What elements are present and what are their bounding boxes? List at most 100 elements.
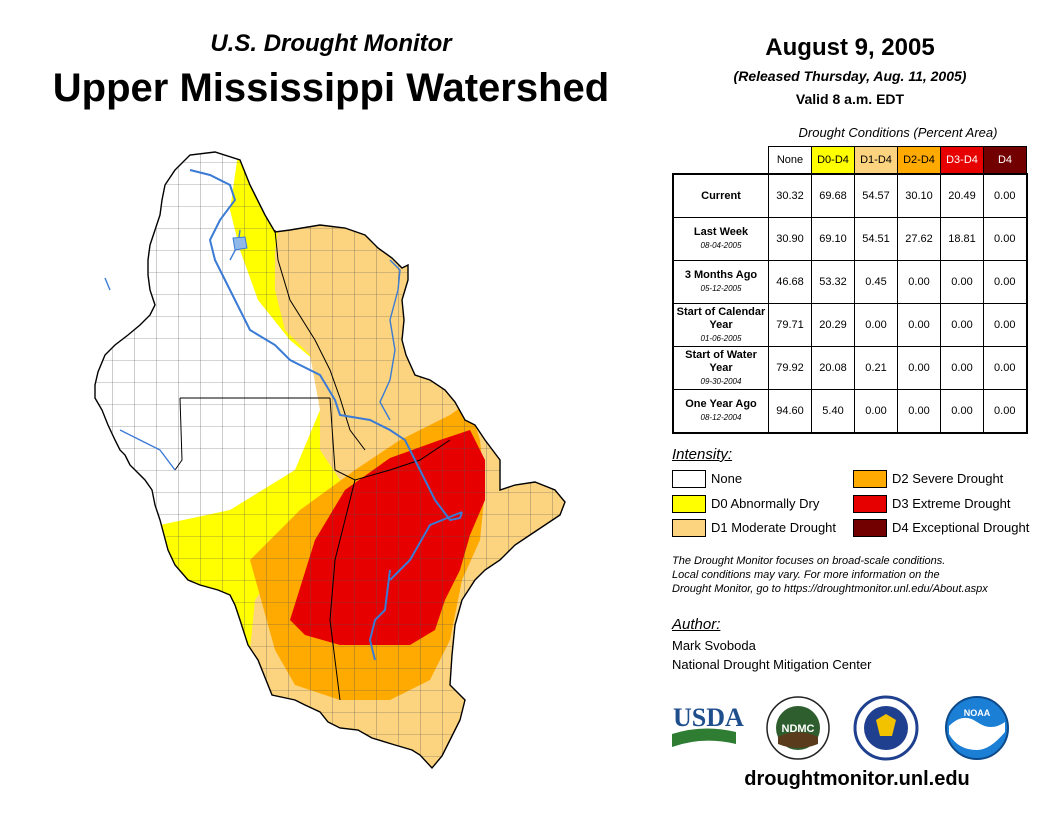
- column-header: D3-D4: [940, 146, 984, 175]
- legend-label: None: [711, 471, 743, 486]
- website-url: droughtmonitor.unl.edu: [744, 768, 970, 790]
- table-corner: [673, 146, 769, 175]
- author-organization: National Drought Mitigation Center: [672, 657, 872, 672]
- table-header-row: None D0-D4 D1-D4 D2-D4 D3-D4 D4: [673, 146, 1027, 175]
- noaa-ring-icon: [945, 696, 1009, 760]
- row-label: Start of Water Year 09-30-2004: [672, 346, 769, 390]
- table-cell: 30.32: [768, 173, 812, 218]
- drought-conditions-table: None D0-D4 D1-D4 D2-D4 D3-D4 D4 Current …: [672, 146, 1028, 434]
- table-cell: 0.00: [940, 260, 984, 304]
- noaa-gull-icon: [949, 717, 1005, 750]
- table-cell: 27.62: [897, 217, 941, 261]
- table-cell: 0.00: [940, 346, 984, 390]
- legend-swatch: [853, 519, 887, 537]
- legend-heading: Intensity:: [672, 446, 733, 463]
- row-date: 05-12-2005: [700, 284, 742, 293]
- lake-itasca: [232, 236, 248, 251]
- table-cell: 69.68: [811, 173, 855, 218]
- usda-logo: USDA: [672, 703, 744, 747]
- usda-logo-text: USDA: [673, 703, 744, 732]
- table-cell: 0.00: [940, 303, 984, 347]
- legend-label: D4 Exceptional Drought: [892, 520, 1030, 535]
- column-header: D1-D4: [854, 146, 898, 175]
- mississippi-river: [189, 169, 463, 661]
- column-header: D2-D4: [897, 146, 941, 175]
- table-cell: 79.92: [768, 346, 812, 390]
- table-cell: 5.40: [811, 389, 855, 434]
- row-label: 3 Months Ago 05-12-2005: [672, 260, 769, 304]
- note-line: Drought Monitor, go to https://droughtmo…: [672, 583, 988, 595]
- table-cell: 69.10: [811, 217, 855, 261]
- legend-label: D3 Extreme Drought: [892, 496, 1011, 511]
- usda-hills-icon: [672, 728, 736, 747]
- commerce-logo: [853, 695, 919, 761]
- row-label-text: 3 Months Ago: [684, 269, 758, 281]
- row-date: 09-30-2004: [700, 376, 742, 386]
- ndmc-soil-icon: [778, 732, 818, 748]
- ndmc-logo: NDMC: [766, 696, 830, 760]
- table-cell: 30.90: [768, 217, 812, 261]
- legend-swatch: [672, 519, 706, 537]
- table-caption: Drought Conditions (Percent Area): [798, 125, 998, 140]
- legend-label: D2 Severe Drought: [892, 471, 1004, 486]
- column-header: D0-D4: [811, 146, 855, 175]
- row-label-text: Current: [701, 189, 741, 202]
- table-cell: 20.29: [811, 303, 855, 347]
- row-label-text: Last Week: [693, 226, 749, 238]
- table-cell: 20.49: [940, 173, 984, 218]
- note-line: Local conditions may vary. For more info…: [672, 569, 940, 581]
- drought-map: [94, 151, 566, 770]
- legend-swatch: [672, 470, 706, 488]
- table-cell: 30.10: [897, 173, 941, 218]
- table-cell: 0.00: [940, 389, 984, 434]
- column-header: D4: [983, 146, 1027, 175]
- map-date: August 9, 2005: [765, 34, 935, 61]
- table-cell: 0.00: [897, 260, 941, 304]
- note-line: The Drought Monitor focuses on broad-sca…: [672, 555, 946, 567]
- table-cell: 0.00: [854, 389, 898, 434]
- table-cell: 20.08: [811, 346, 855, 390]
- row-label-text: One Year Ago: [685, 398, 757, 410]
- valid-time: Valid 8 a.m. EDT: [795, 91, 905, 107]
- table-cell: 0.00: [983, 260, 1027, 304]
- legend-label: D0 Abnormally Dry: [711, 496, 820, 511]
- release-date: (Released Thursday, Aug. 11, 2005): [733, 68, 967, 84]
- eagle-shield-icon: [876, 714, 896, 736]
- row-label: Current: [672, 173, 769, 218]
- noaa-logo: NOAA: [945, 696, 1009, 760]
- table-cell: 0.00: [897, 389, 941, 434]
- row-label-text: Start of Calendar Year: [676, 305, 766, 331]
- agency-logos: USDA NDMC NOAA: [672, 695, 1009, 761]
- row-date: 08-12-2004: [700, 413, 742, 422]
- map-title: Upper Mississippi Watershed: [52, 66, 610, 110]
- table-cell: 0.00: [854, 303, 898, 347]
- legend-label: D1 Moderate Drought: [711, 520, 837, 535]
- legend-swatch: [853, 495, 887, 513]
- table-cell: 79.71: [768, 303, 812, 347]
- table-cell: 0.00: [983, 346, 1027, 390]
- author-heading: Author:: [672, 616, 721, 633]
- table-cell: 0.21: [854, 346, 898, 390]
- column-header: None: [768, 146, 812, 175]
- row-date: 01-06-2005: [700, 333, 742, 343]
- table-cell: 0.00: [983, 389, 1027, 434]
- table-row: Current 30.32 69.68 54.57 30.10 20.49 0.…: [672, 173, 1027, 218]
- table-row: 3 Months Ago 05-12-2005 46.68 53.32 0.45 …: [672, 260, 1027, 304]
- table-cell: 54.57: [854, 173, 898, 218]
- table-cell: 94.60: [768, 389, 812, 434]
- row-label: Last Week 08-04-2005: [672, 217, 769, 261]
- table-cell: 0.00: [983, 303, 1027, 347]
- table-row: Last Week 08-04-2005 30.90 69.10 54.51 27…: [672, 217, 1027, 261]
- row-label-text: Start of Water Year: [685, 348, 757, 374]
- author-name: Mark Svoboda: [672, 638, 756, 653]
- table-cell: 0.45: [854, 260, 898, 304]
- table-body: Current 30.32 69.68 54.57 30.10 20.49 0.…: [672, 173, 1027, 434]
- noaa-logo-text: NOAA: [964, 708, 991, 718]
- state-boundaries: [174, 229, 451, 701]
- table-row: Start of Water Year 09-30-2004 79.92 20.0…: [672, 346, 1027, 390]
- subtitle: U.S. Drought Monitor: [210, 30, 452, 57]
- legend-swatch: [672, 495, 706, 513]
- table-cell: 53.32: [811, 260, 855, 304]
- legend-swatch: [853, 470, 887, 488]
- table-cell: 0.00: [983, 173, 1027, 218]
